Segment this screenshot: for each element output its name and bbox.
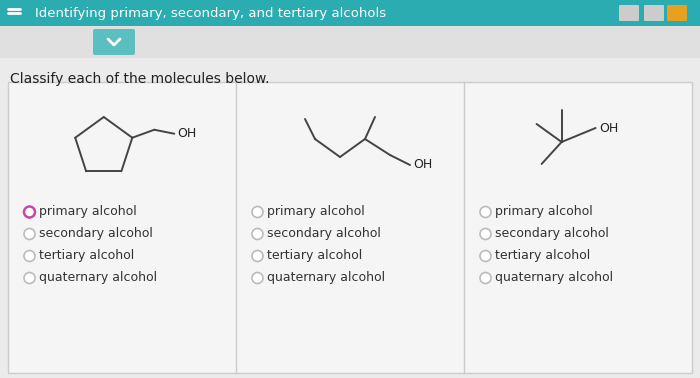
Bar bbox=[8, 82, 692, 373]
Text: OH: OH bbox=[600, 121, 619, 135]
FancyBboxPatch shape bbox=[667, 5, 687, 21]
Text: OH: OH bbox=[177, 127, 197, 140]
Circle shape bbox=[480, 273, 491, 284]
Text: secondary alcohol: secondary alcohol bbox=[495, 228, 609, 240]
Text: primary alcohol: primary alcohol bbox=[267, 206, 365, 218]
Text: quaternary alcohol: quaternary alcohol bbox=[267, 271, 385, 285]
Circle shape bbox=[252, 273, 263, 284]
Circle shape bbox=[24, 228, 35, 240]
Circle shape bbox=[480, 206, 491, 217]
Text: primary alcohol: primary alcohol bbox=[39, 206, 136, 218]
Text: Classify each of the molecules below.: Classify each of the molecules below. bbox=[10, 72, 270, 86]
FancyBboxPatch shape bbox=[619, 5, 639, 21]
FancyBboxPatch shape bbox=[93, 29, 135, 55]
Bar bbox=[0, 26, 700, 58]
Text: secondary alcohol: secondary alcohol bbox=[39, 228, 153, 240]
Text: quaternary alcohol: quaternary alcohol bbox=[39, 271, 157, 285]
Circle shape bbox=[24, 206, 35, 217]
Text: tertiary alcohol: tertiary alcohol bbox=[495, 249, 590, 262]
Circle shape bbox=[252, 251, 263, 262]
Circle shape bbox=[252, 206, 263, 217]
Text: quaternary alcohol: quaternary alcohol bbox=[495, 271, 613, 285]
Circle shape bbox=[480, 228, 491, 240]
Text: secondary alcohol: secondary alcohol bbox=[267, 228, 381, 240]
Bar bbox=[0, 0, 700, 26]
Text: Identifying primary, secondary, and tertiary alcohols: Identifying primary, secondary, and tert… bbox=[35, 6, 386, 20]
Circle shape bbox=[252, 228, 263, 240]
Circle shape bbox=[24, 273, 35, 284]
Text: primary alcohol: primary alcohol bbox=[495, 206, 593, 218]
FancyBboxPatch shape bbox=[644, 5, 664, 21]
Circle shape bbox=[24, 251, 35, 262]
Text: OH: OH bbox=[413, 158, 433, 172]
Text: tertiary alcohol: tertiary alcohol bbox=[267, 249, 363, 262]
Text: tertiary alcohol: tertiary alcohol bbox=[39, 249, 134, 262]
Circle shape bbox=[480, 251, 491, 262]
